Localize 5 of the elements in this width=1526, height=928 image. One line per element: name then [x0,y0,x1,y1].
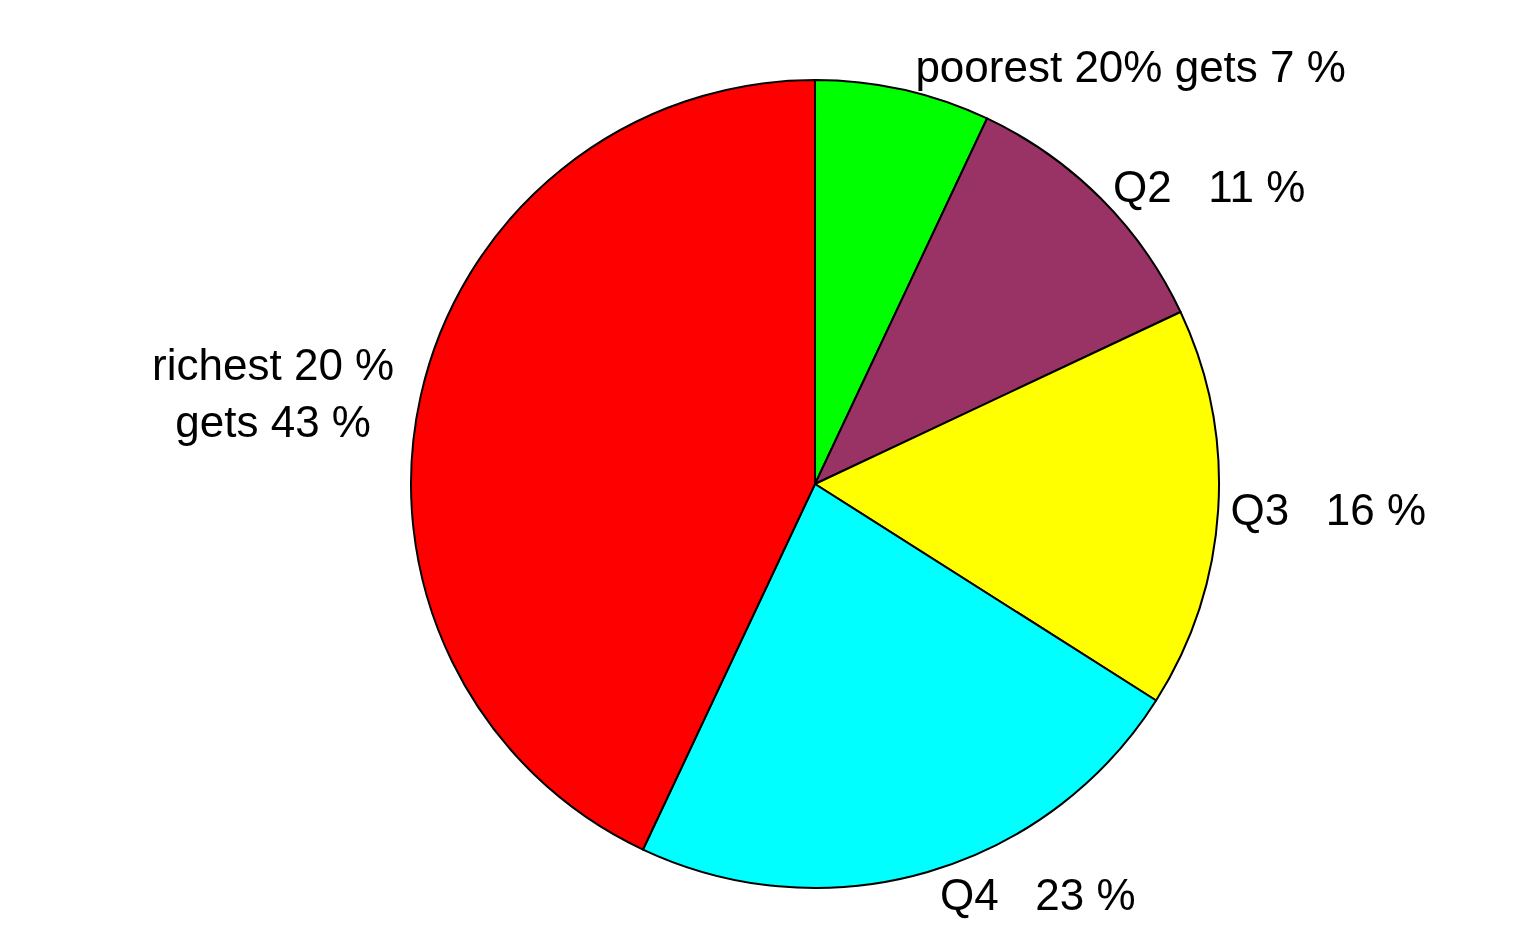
slice-label: Q3 16 % [1230,484,1427,534]
slice-label: poorest 20% gets 7 % [915,41,1346,91]
slice-label: richest 20 % gets 43 % [152,340,395,447]
slice-label: Q2 11 % [1112,161,1306,211]
slice-label: Q4 23 % [939,870,1136,920]
